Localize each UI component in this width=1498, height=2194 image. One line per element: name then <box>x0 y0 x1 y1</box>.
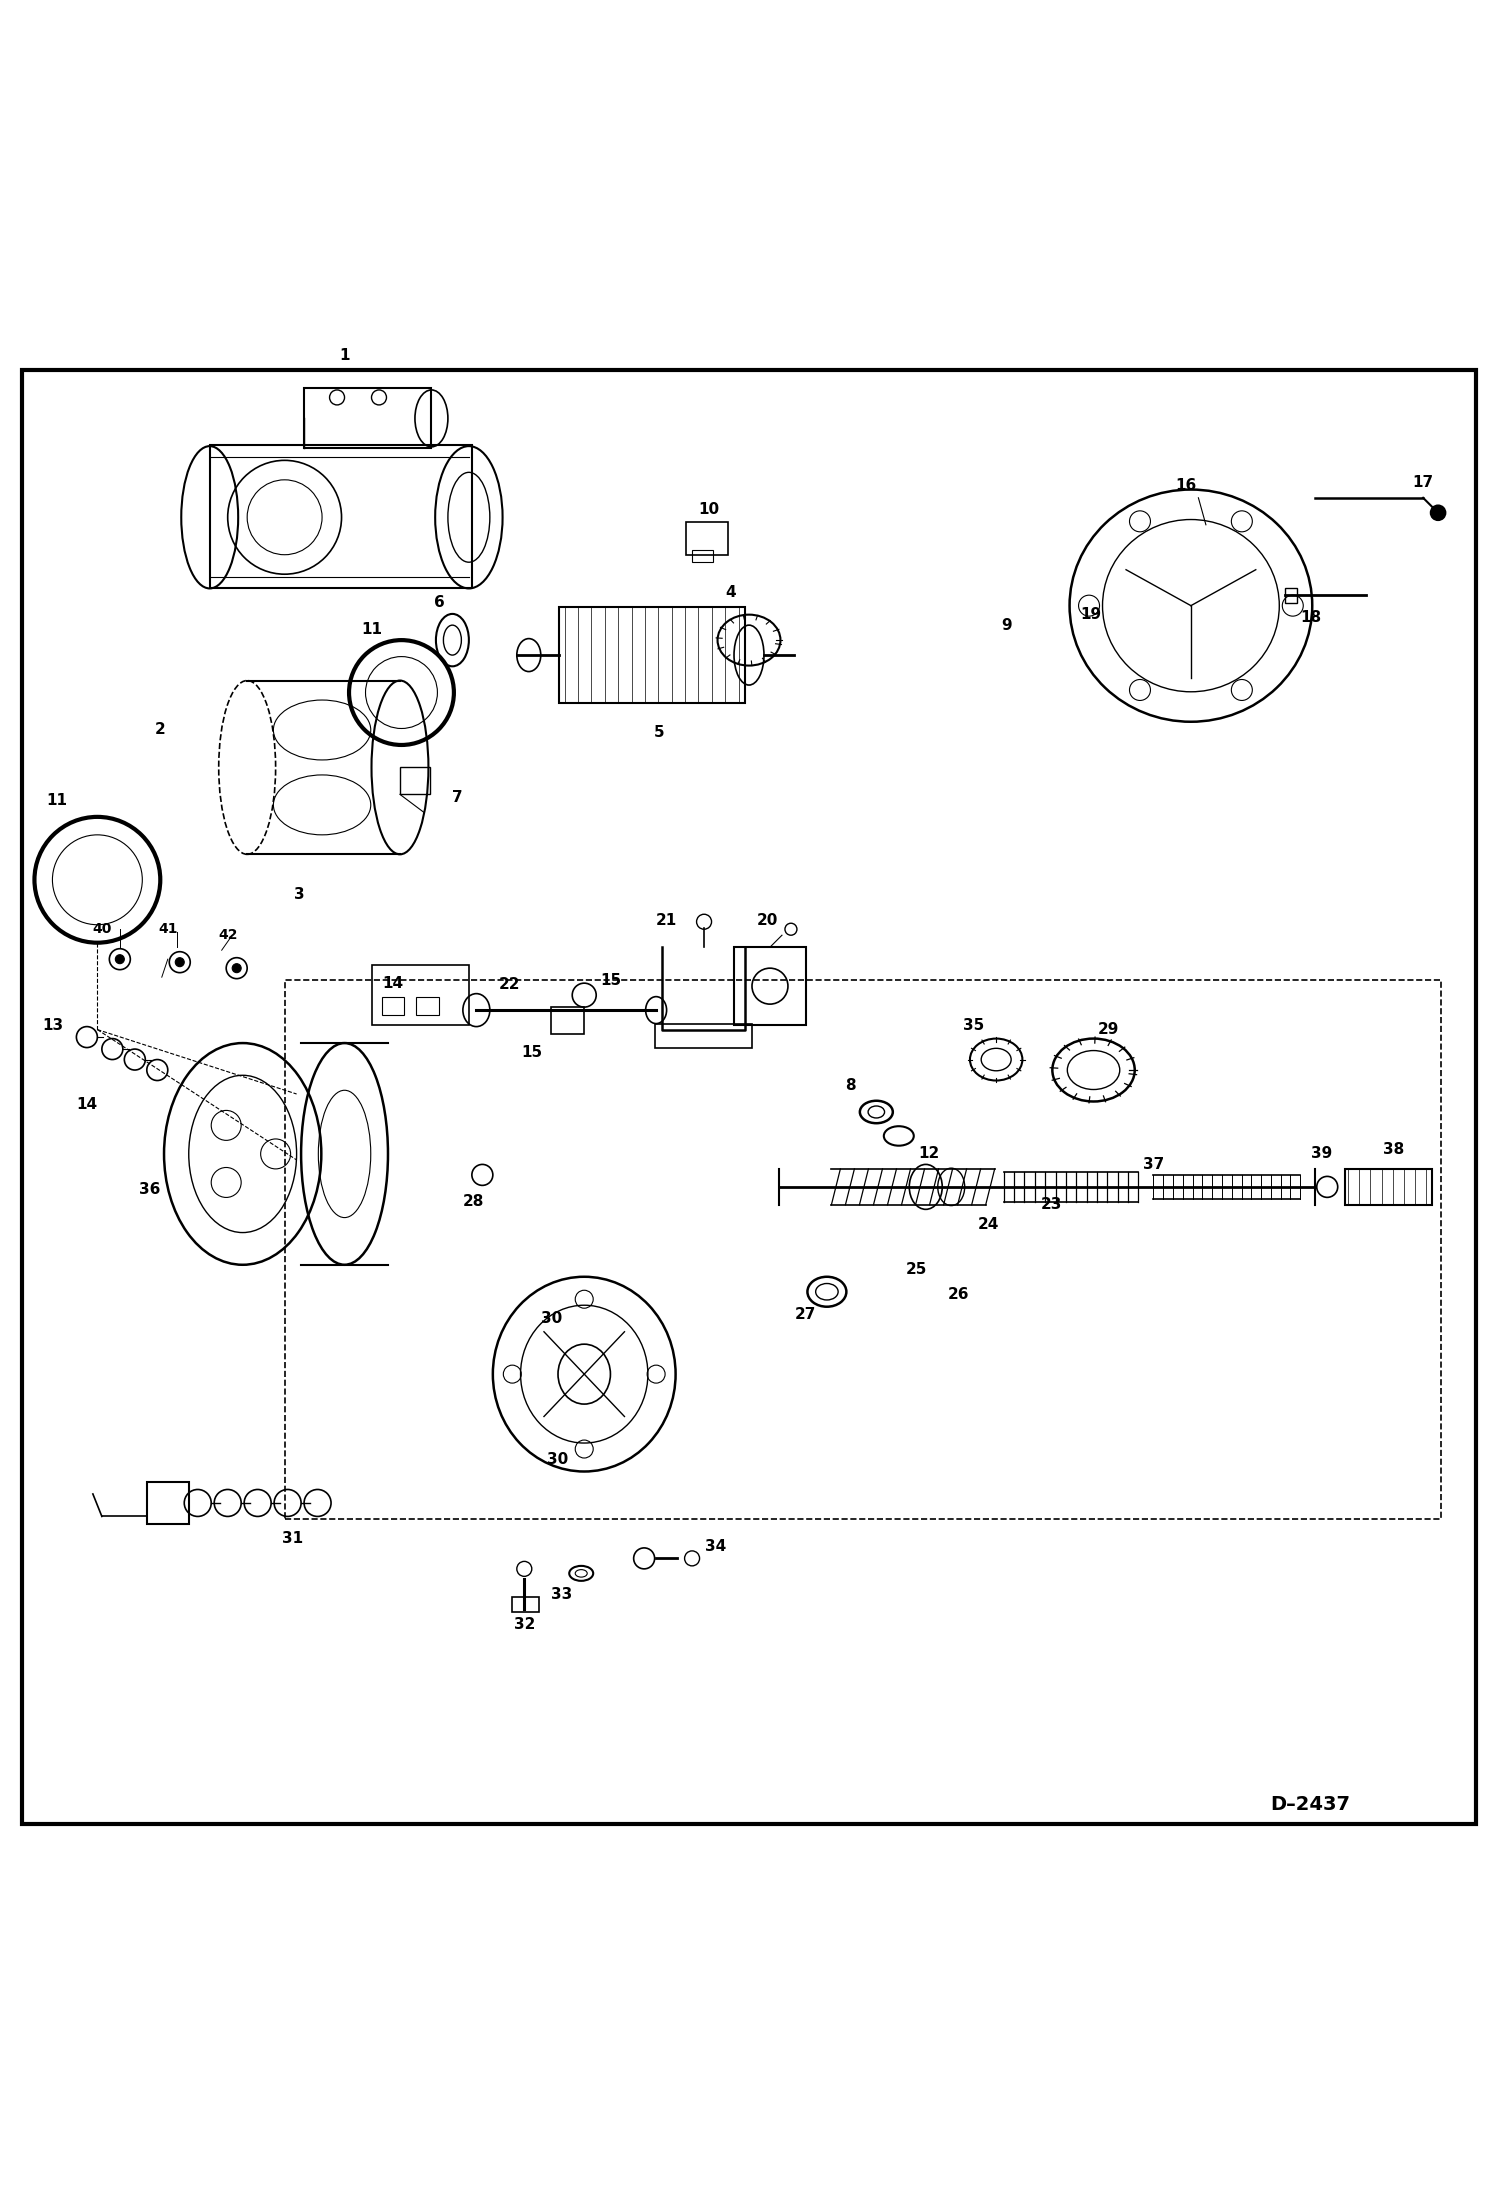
Text: 40: 40 <box>93 921 111 937</box>
Text: 17: 17 <box>1413 476 1434 489</box>
Text: 5: 5 <box>653 726 665 742</box>
Circle shape <box>1431 505 1446 520</box>
Text: 34: 34 <box>706 1538 727 1553</box>
Text: 4: 4 <box>725 584 737 599</box>
Bar <box>512 1597 539 1613</box>
Bar <box>416 996 439 1014</box>
Bar <box>692 551 713 562</box>
Text: 39: 39 <box>1311 1147 1332 1161</box>
Text: 15: 15 <box>521 1044 542 1060</box>
Text: 31: 31 <box>282 1531 303 1547</box>
Bar <box>400 768 430 794</box>
Text: 7: 7 <box>451 790 463 805</box>
Text: 33: 33 <box>551 1586 572 1602</box>
Circle shape <box>115 954 124 963</box>
Text: 42: 42 <box>217 928 238 941</box>
Text: 30: 30 <box>541 1312 562 1325</box>
Text: 29: 29 <box>1098 1022 1119 1038</box>
Text: 26: 26 <box>948 1288 969 1303</box>
Text: 11: 11 <box>46 792 67 807</box>
Bar <box>655 1025 752 1047</box>
Text: 41: 41 <box>157 921 178 937</box>
Text: 14: 14 <box>76 1097 97 1112</box>
Text: 1: 1 <box>339 349 351 362</box>
Bar <box>734 948 806 1025</box>
Text: 13: 13 <box>42 1018 63 1033</box>
Text: 6: 6 <box>433 595 445 610</box>
Bar <box>686 522 728 555</box>
Text: 27: 27 <box>795 1308 816 1321</box>
Text: 22: 22 <box>499 976 520 992</box>
Bar <box>382 996 404 1014</box>
Text: 30: 30 <box>547 1452 568 1468</box>
Text: 19: 19 <box>1080 608 1101 623</box>
Text: 9: 9 <box>1001 619 1013 632</box>
Text: 23: 23 <box>1041 1198 1062 1213</box>
Text: 38: 38 <box>1383 1141 1404 1156</box>
Text: 21: 21 <box>656 913 677 928</box>
Text: 10: 10 <box>698 502 719 518</box>
Text: 11: 11 <box>361 623 382 636</box>
Text: 24: 24 <box>978 1218 999 1231</box>
Text: 25: 25 <box>906 1262 927 1277</box>
Text: 35: 35 <box>963 1018 984 1033</box>
Text: 2: 2 <box>154 722 166 737</box>
Bar <box>1285 588 1297 603</box>
Bar <box>559 608 745 702</box>
Bar <box>1345 1169 1432 1205</box>
Bar <box>551 1007 584 1033</box>
Text: 20: 20 <box>756 913 777 928</box>
Text: 3: 3 <box>294 886 306 902</box>
Text: 37: 37 <box>1143 1156 1164 1172</box>
Bar <box>210 445 472 588</box>
Text: 12: 12 <box>918 1147 939 1161</box>
Bar <box>304 388 431 448</box>
Bar <box>147 1481 189 1525</box>
Text: 15: 15 <box>601 972 622 987</box>
Text: 28: 28 <box>463 1194 484 1209</box>
Bar <box>285 981 1441 1520</box>
Circle shape <box>232 963 241 972</box>
Bar <box>372 965 469 1025</box>
Text: D–2437: D–2437 <box>1270 1795 1351 1814</box>
Circle shape <box>175 959 184 968</box>
Text: 18: 18 <box>1300 610 1321 625</box>
Text: 36: 36 <box>139 1183 160 1198</box>
Text: 16: 16 <box>1176 478 1197 494</box>
Text: 14: 14 <box>382 976 403 992</box>
Text: 8: 8 <box>845 1077 857 1093</box>
Text: 32: 32 <box>514 1617 535 1632</box>
